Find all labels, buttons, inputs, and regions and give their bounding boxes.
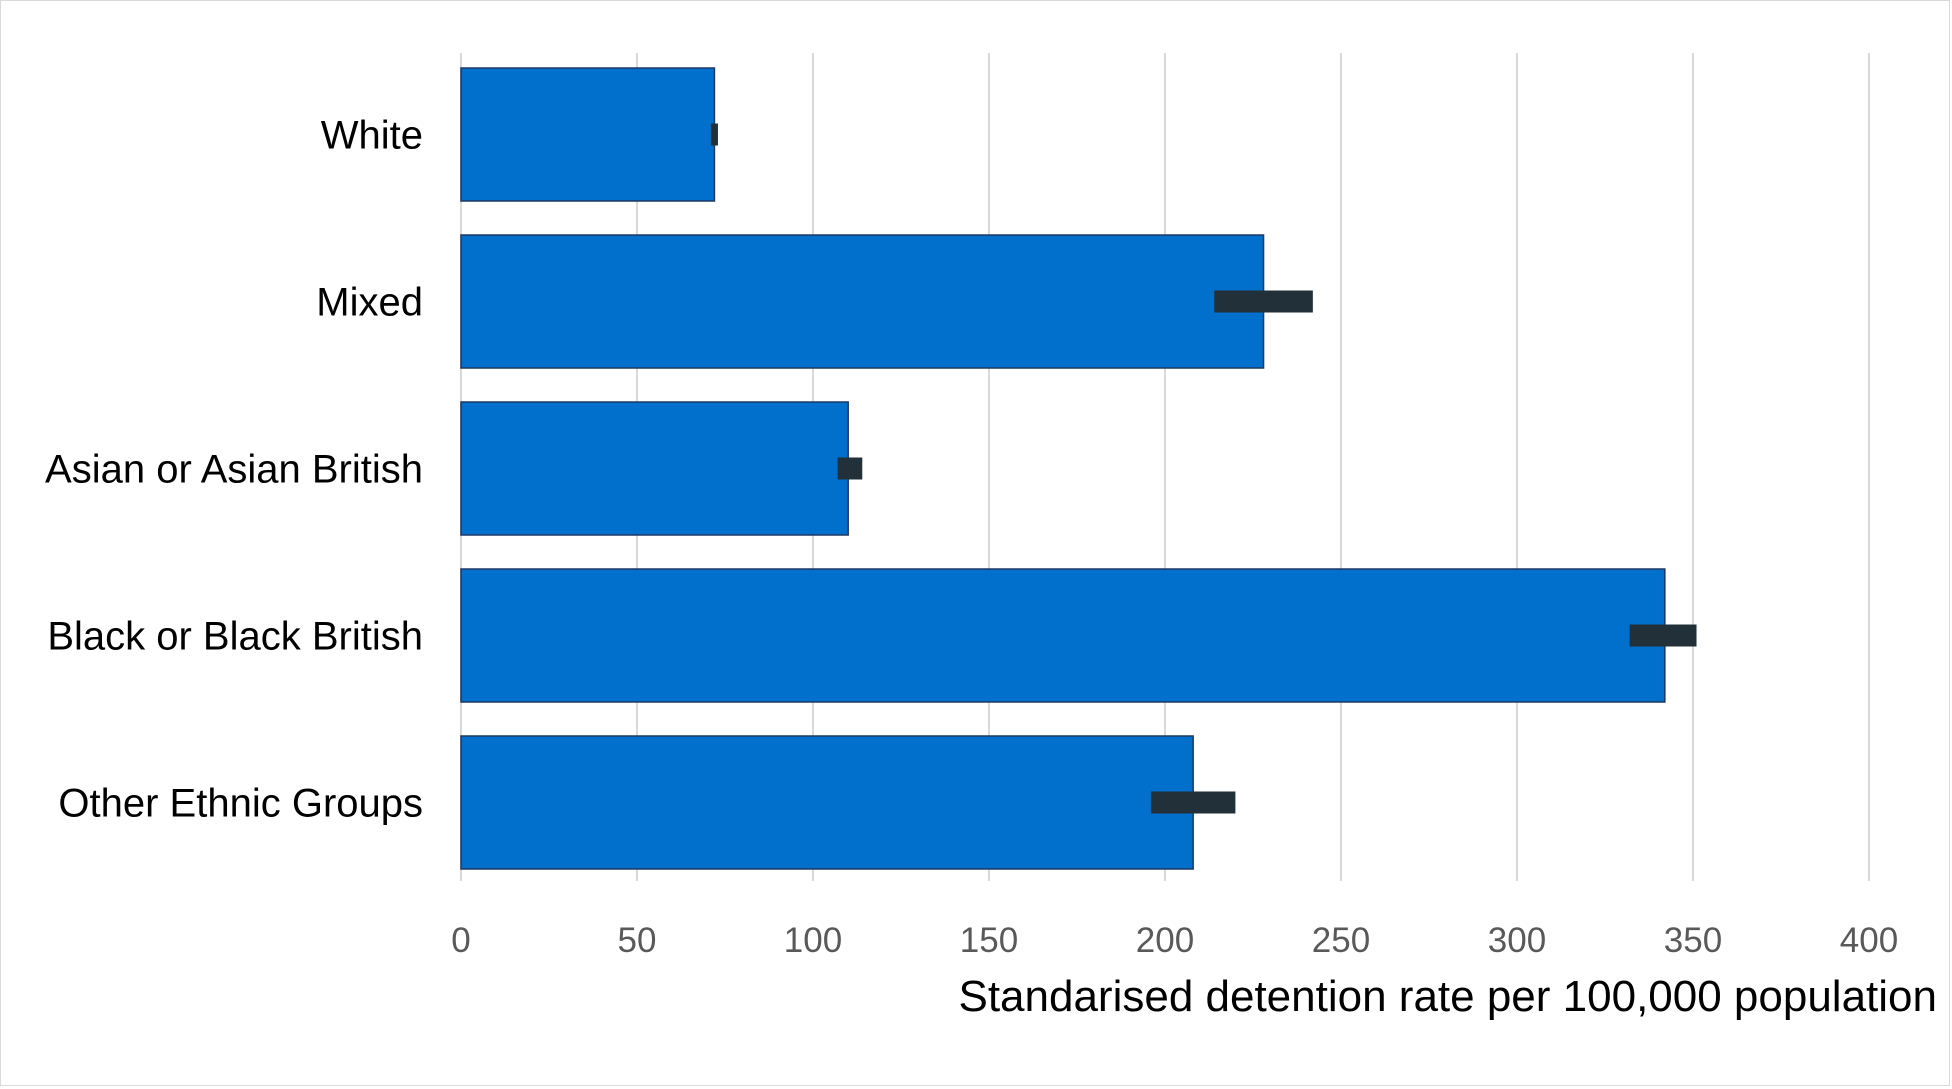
category-label: Asian or Asian British [45, 448, 423, 492]
category-label: Mixed [316, 281, 423, 325]
category-label: White [321, 114, 423, 158]
category-label: Other Ethnic Groups [58, 782, 423, 826]
category-labels: White Mixed Asian or Asian British Black or… [45, 114, 423, 826]
x-tick-label: 250 [1312, 921, 1370, 960]
confidence-interval-marker [1629, 624, 1697, 647]
bar [460, 234, 1265, 369]
x-tick-label: 100 [784, 921, 842, 960]
confidence-interval-marker [837, 457, 863, 480]
x-tick-label: 150 [960, 921, 1018, 960]
x-tick-label: 350 [1664, 921, 1722, 960]
confidence-interval-marker [1214, 290, 1313, 313]
confidence-markers [710, 123, 1697, 814]
bars [460, 67, 1666, 870]
x-tick-label: 50 [618, 921, 657, 960]
confidence-interval-marker [710, 123, 718, 146]
category-label: Black or Black British [47, 615, 423, 659]
bar [460, 568, 1666, 703]
bar [460, 401, 849, 536]
confidence-interval-marker [1150, 791, 1236, 814]
x-tick-label: 300 [1488, 921, 1546, 960]
x-tick-label: 0 [451, 921, 470, 960]
x-tick-label: 200 [1136, 921, 1194, 960]
bar [460, 735, 1194, 870]
bar [460, 67, 716, 202]
x-axis-title: Standarised detention rate per 100,000 p… [958, 972, 1937, 1021]
x-tick-labels: 0 50 100 150 200 250 300 350 400 [451, 921, 1898, 960]
x-tick-label: 400 [1840, 921, 1898, 960]
